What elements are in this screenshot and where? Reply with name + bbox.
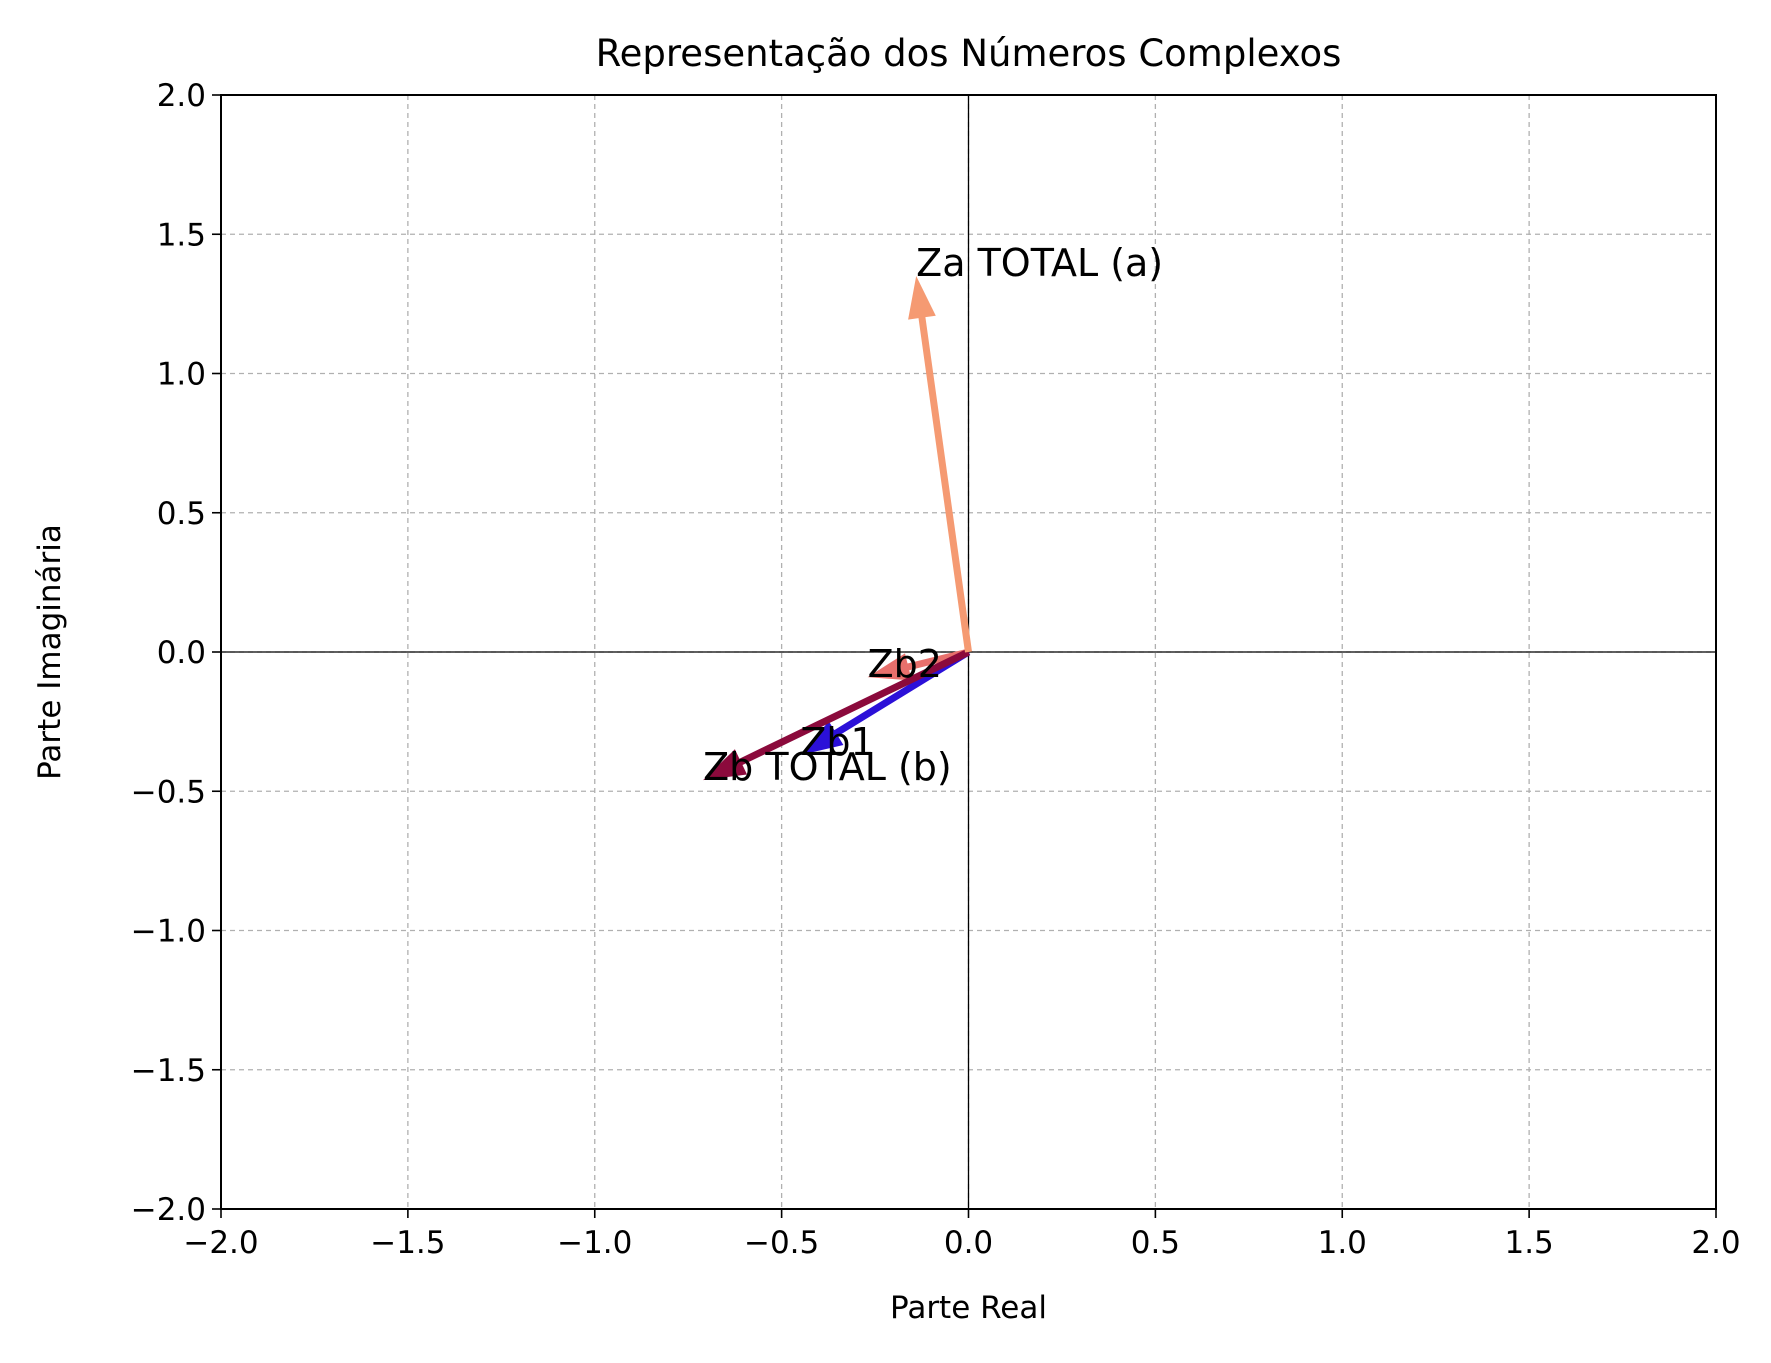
- vector-label-za-total-a: Za TOTAL (a): [916, 241, 1163, 285]
- vector-zb2: [867, 648, 970, 681]
- vector-zb-total-b: [703, 648, 970, 781]
- y-axis-title: Parte Imaginária: [32, 524, 68, 780]
- x-tick-label: 0.5: [1131, 1225, 1180, 1261]
- vector-label-zb2: Zb2: [868, 642, 942, 686]
- vector-za-total-a: [908, 276, 972, 653]
- y-tick-label: −0.5: [131, 774, 206, 810]
- y-tick-label: 1.5: [157, 217, 206, 253]
- y-tick-label: 0.5: [157, 496, 206, 532]
- x-tick-label: 2.0: [1691, 1225, 1740, 1261]
- y-tick-label: −1.5: [131, 1053, 206, 1089]
- vector-labels: Zb1 Zb2 Zb TOTAL (b) Za TOTAL (a): [703, 241, 1163, 789]
- vector-label-zb1: Zb1: [800, 720, 874, 764]
- x-tick-label: 1.0: [1318, 1225, 1367, 1261]
- x-tick-label: −2.0: [183, 1225, 258, 1261]
- x-tick-label: −1.5: [370, 1225, 445, 1261]
- y-tick-label: 0.0: [157, 635, 206, 671]
- x-tick-label: −0.5: [744, 1225, 819, 1261]
- chart-title: Representação dos Números Complexos: [596, 32, 1342, 75]
- x-tick-label: 0.0: [944, 1225, 993, 1261]
- y-tick-label: 1.0: [157, 357, 206, 393]
- y-tick-label: 2.0: [157, 78, 206, 114]
- ticks: −2.0 −1.5 −1.0 −0.5 0.0 0.5 1.0 1.5 2.0 −2.0 −1.5 −…: [131, 78, 1741, 1261]
- x-axis-title: Parte Real: [890, 1290, 1047, 1326]
- y-tick-label: −2.0: [131, 1192, 206, 1228]
- vectors: [703, 276, 972, 781]
- x-tick-label: 1.5: [1504, 1225, 1553, 1261]
- x-tick-label: −1.0: [557, 1225, 632, 1261]
- vector-label-zb-total-b: Zb TOTAL (b): [703, 745, 952, 789]
- y-tick-label: −1.0: [131, 914, 206, 950]
